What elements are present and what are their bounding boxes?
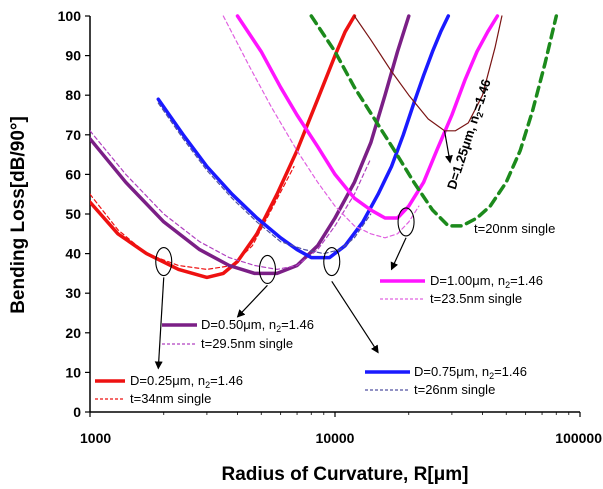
- legend-label-5: t=26nm single: [414, 382, 495, 397]
- y-tick-label: 70: [65, 127, 81, 143]
- annotation-ellipse-0: [155, 246, 173, 277]
- annotation-ellipse-2: [323, 246, 341, 277]
- legend-label-6: D=1.00μm, n2=1.46: [430, 273, 543, 290]
- legend-label-2: D=0.50μm, n2=1.46: [201, 317, 314, 334]
- x-tick-label: 1000: [80, 430, 111, 446]
- annotation-arrow-0: [154, 277, 165, 370]
- series-line-5: [157, 102, 372, 255]
- y-tick-label: 10: [65, 364, 81, 380]
- annotation-d125-label: D=1.25μm, n2=1.46: [444, 77, 496, 192]
- y-tick-label: 80: [65, 87, 81, 103]
- y-tick-label: 100: [58, 8, 82, 24]
- legend: D=0.25μm, n2=1.46t=34nm single D=0.50μm, …: [95, 221, 555, 406]
- y-tick-label: 30: [65, 285, 81, 301]
- legend-label-0: D=0.25μm, n2=1.46: [130, 373, 243, 390]
- annotation-arrow-2: [331, 280, 379, 354]
- legend-label-4: D=0.75μm, n2=1.46: [414, 364, 527, 381]
- y-tick-label: 40: [65, 246, 81, 262]
- series-line-6: [235, 14, 500, 220]
- y-axis-label: Bending Loss[dB/90°]: [8, 116, 29, 314]
- annotation-ellipse-3: [397, 207, 415, 237]
- y-tick-label: 60: [65, 166, 81, 182]
- series-line-2: [90, 14, 411, 276]
- legend-label-1: t=34nm single: [130, 391, 211, 406]
- y-tick-label: 90: [65, 48, 81, 64]
- annotation-arrow-4: [443, 130, 453, 164]
- series-line-8: [353, 15, 503, 132]
- legend-label-7: t=23.5nm single: [430, 291, 522, 306]
- y-tick-label: 0: [73, 404, 81, 420]
- y-tick-label: 20: [65, 325, 81, 341]
- series-line-0: [90, 14, 357, 280]
- x-tick-label: 100000: [555, 430, 602, 446]
- annotation-arrow-1: [236, 284, 268, 318]
- y-tick-label: 50: [65, 206, 81, 222]
- annotation-ellipse-1: [258, 254, 276, 284]
- axes: 0 10 20 30 40 50 60 70 80 90 100 1000 10000 100000: [58, 8, 603, 446]
- x-axis-label: Radius of Curvature, R[μm]: [221, 464, 468, 485]
- series-line-1: [90, 165, 295, 270]
- legend-label-3: t=29.5nm single: [201, 336, 293, 351]
- annotation-arrow-3: [390, 237, 407, 271]
- series-layer: [90, 14, 559, 280]
- series-line-3: [90, 130, 372, 270]
- legend-label-8: t=20nm single: [474, 221, 555, 236]
- series-line-7: [222, 15, 420, 239]
- series-line-9: [309, 14, 559, 228]
- x-tick-label: 10000: [316, 430, 355, 446]
